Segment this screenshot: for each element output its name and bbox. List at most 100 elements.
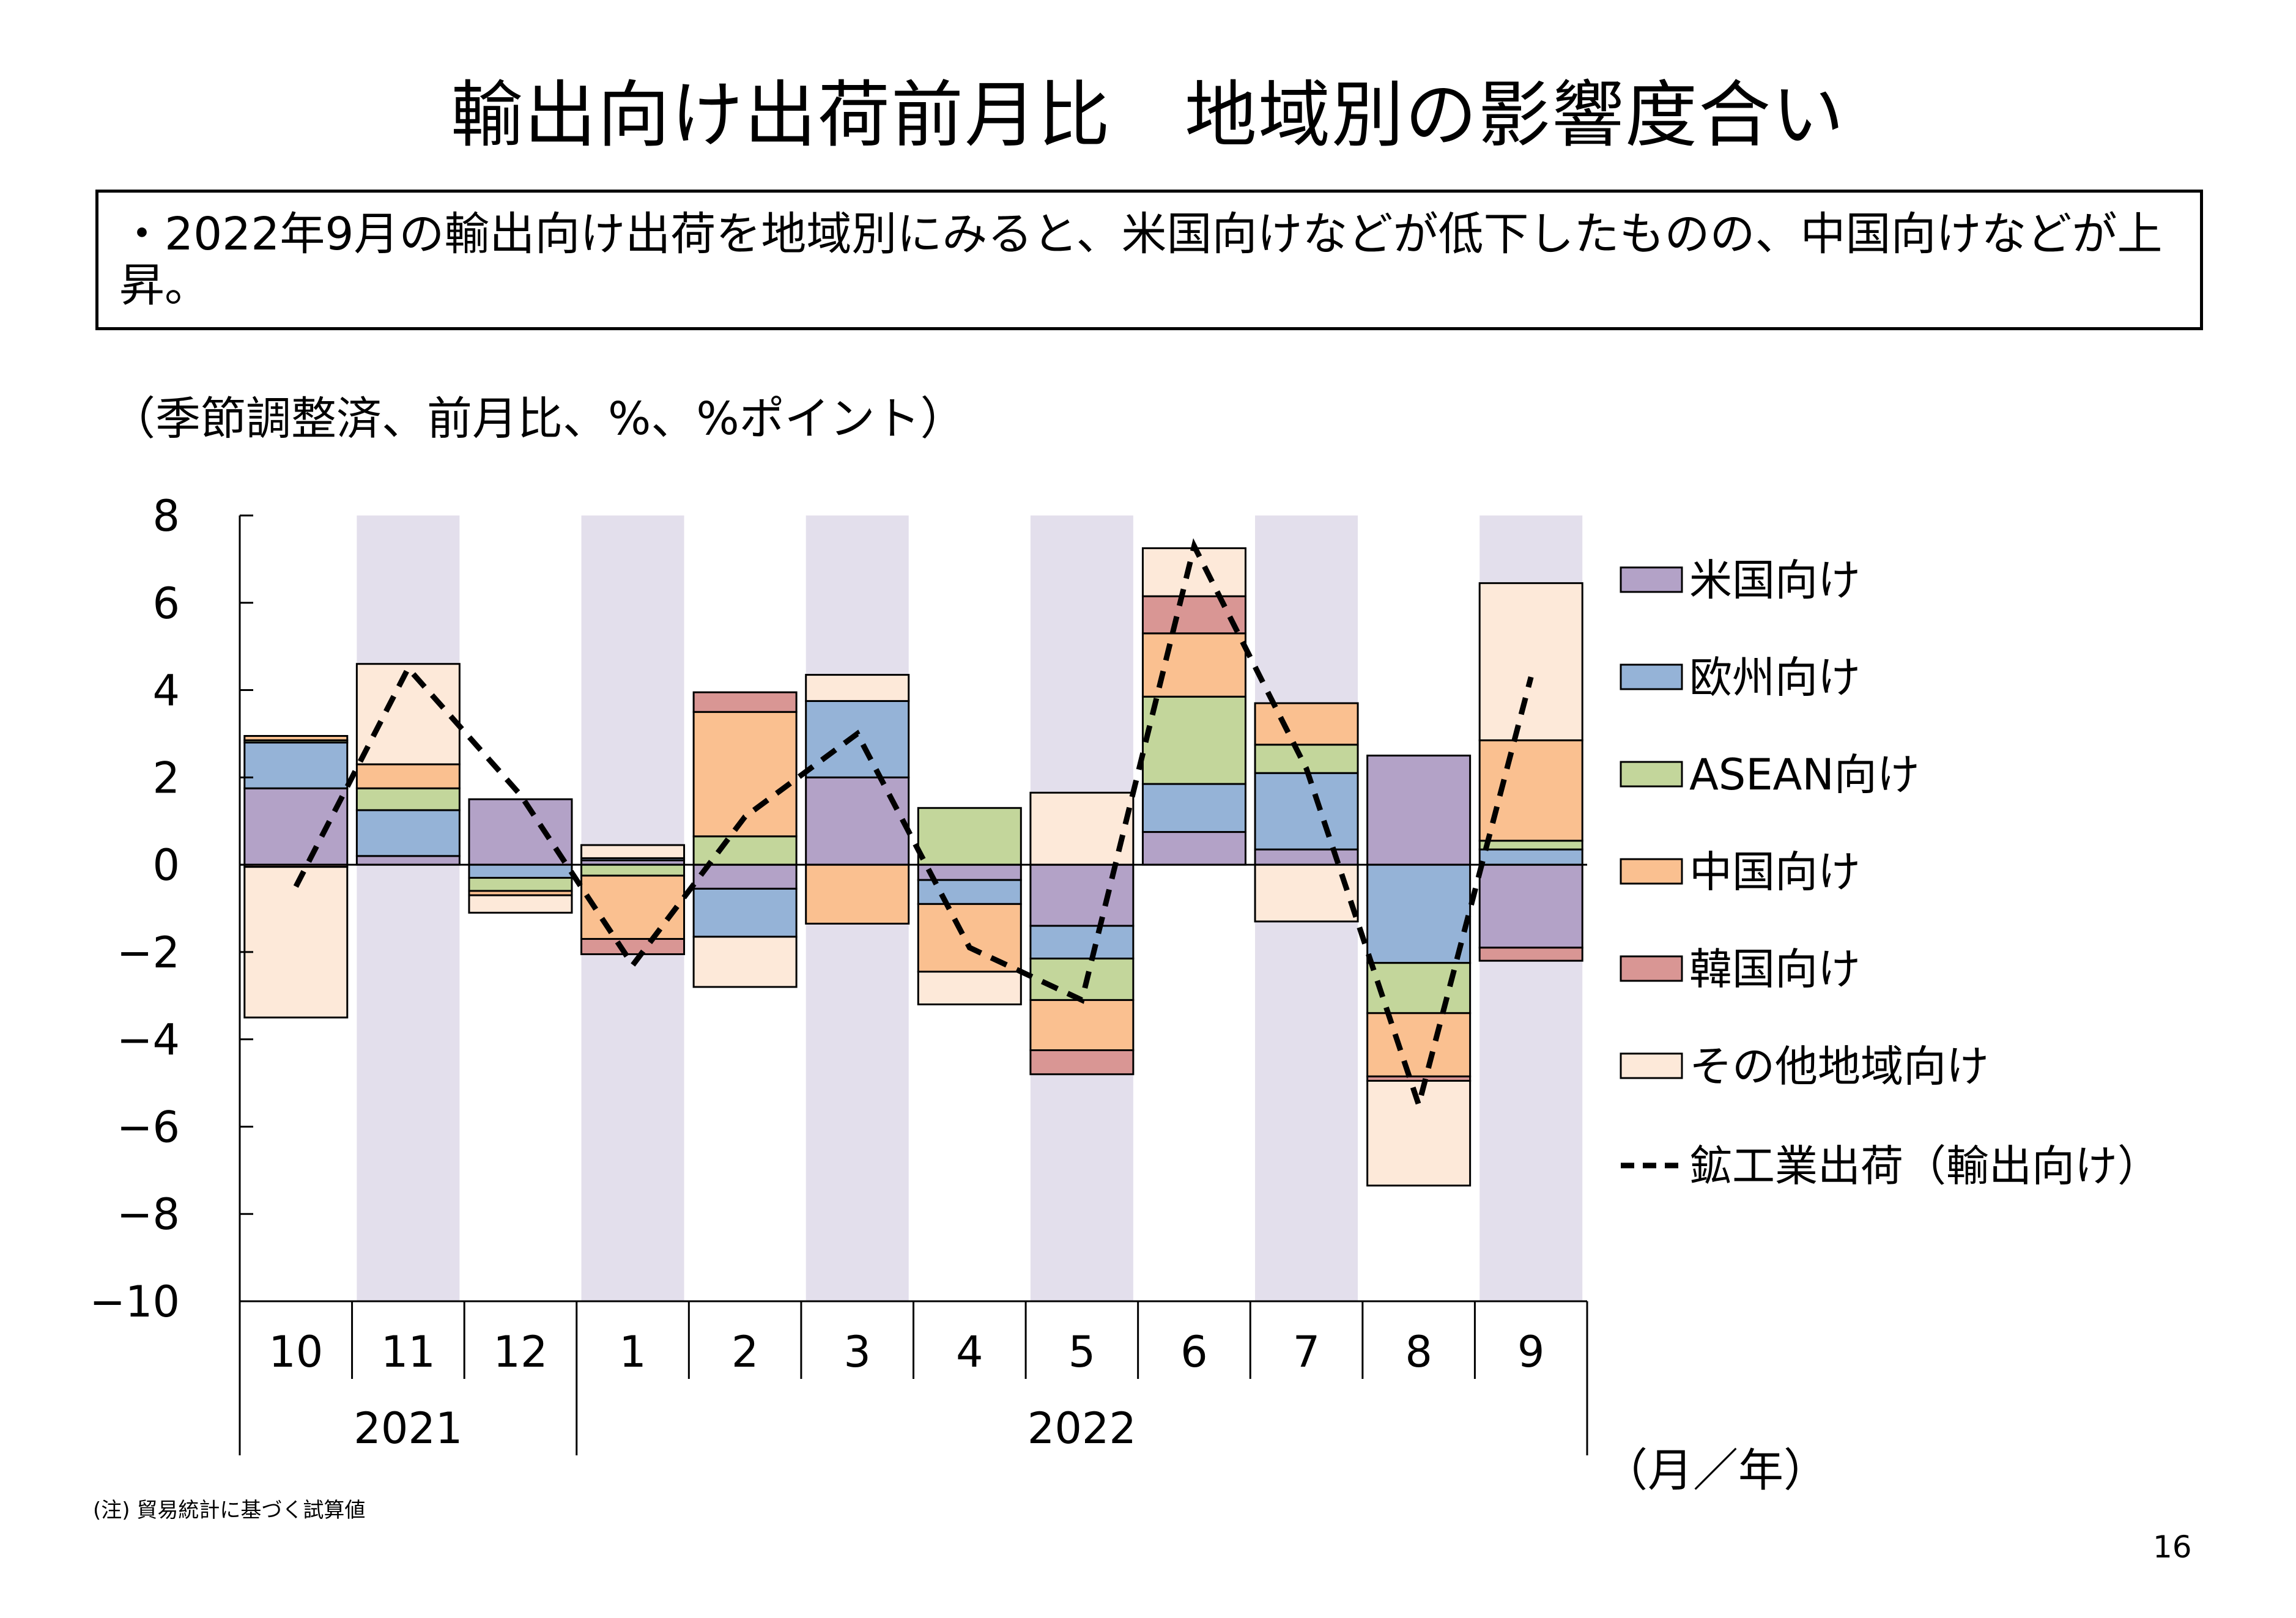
bar-korea-2 xyxy=(692,691,798,713)
bar-eu-3 xyxy=(805,700,910,778)
legend-label-china: 中国向け xyxy=(1689,847,1861,897)
year-label: 2022 xyxy=(1028,1403,1136,1454)
legend-label-eu: 欧州向け xyxy=(1689,652,1861,703)
bar-other-5 xyxy=(1029,791,1135,866)
bar-korea-9 xyxy=(1478,947,1583,962)
bar-asean-4 xyxy=(917,807,1022,866)
x-tick-label: 5 xyxy=(1068,1327,1096,1377)
legend-label-korea: 韓国向け xyxy=(1689,944,1861,994)
legend-swatch-us xyxy=(1620,566,1683,593)
bar-us-8 xyxy=(1366,755,1472,866)
bar-china-5 xyxy=(1029,999,1135,1052)
line-shipments-export xyxy=(293,538,1534,1115)
y-tick-label: 8 xyxy=(152,491,180,541)
y-tick-label: −6 xyxy=(117,1102,180,1152)
bar-china-11 xyxy=(355,763,461,789)
bar-us-10 xyxy=(243,787,349,866)
bar-other-10 xyxy=(243,866,349,1019)
x-tick-label: 2 xyxy=(731,1327,759,1377)
x-tick-label: 4 xyxy=(956,1327,983,1377)
bar-eu-7 xyxy=(1254,772,1359,851)
bar-other-2 xyxy=(692,936,798,988)
x-tick-label: 1 xyxy=(619,1327,646,1377)
bar-eu-8 xyxy=(1366,863,1472,964)
legend-label-other: その他地域向け xyxy=(1689,1041,1989,1092)
bar-eu-11 xyxy=(355,809,461,857)
bar-china-1 xyxy=(580,874,686,940)
y-tick-label: −4 xyxy=(117,1015,180,1065)
bar-other-7 xyxy=(1254,863,1359,923)
y-tick-label: 2 xyxy=(152,753,180,803)
bar-other-12 xyxy=(468,894,573,914)
line-series xyxy=(293,538,1534,1115)
bar-eu-9 xyxy=(1478,848,1583,866)
summary-box: ・2022年9月の輸出向け出荷を地域別にみると、米国向けなどが低下したものの、中… xyxy=(95,190,2203,330)
bar-asean-6 xyxy=(1141,695,1246,785)
y-tick-label: −2 xyxy=(117,928,180,978)
bar-china-2 xyxy=(692,711,798,838)
bar-eu-5 xyxy=(1029,925,1135,960)
x-tick-label: 3 xyxy=(843,1327,871,1377)
bar-us-3 xyxy=(805,776,910,866)
page-title: 輸出向け出荷前月比 地域別の影響度合い xyxy=(450,73,1845,157)
x-tick-label: 6 xyxy=(1180,1327,1208,1377)
legend-label-line: 鉱工業出荷（輸出向け） xyxy=(1689,1141,2160,1191)
bar-other-1 xyxy=(580,844,686,859)
bar-korea-1 xyxy=(580,937,686,955)
bar-us-9 xyxy=(1478,863,1583,949)
x-tick-label: 8 xyxy=(1405,1327,1432,1377)
bar-asean-9 xyxy=(1478,840,1583,851)
bar-other-6 xyxy=(1141,547,1246,597)
y-tick-label: 0 xyxy=(152,840,180,890)
y-tick-label: 4 xyxy=(152,666,180,716)
y-tick-label: −8 xyxy=(117,1189,180,1239)
bar-korea-5 xyxy=(1029,1049,1135,1076)
legend-swatch-asean xyxy=(1620,761,1683,788)
bar-korea-6 xyxy=(1141,595,1246,635)
bar-asean-12 xyxy=(468,877,573,892)
x-tick-label: 11 xyxy=(381,1327,435,1377)
summary-text: ・2022年9月の輸出向け出荷を地域別にみると、米国向けなどが低下したものの、中… xyxy=(119,208,2163,312)
bar-china-3 xyxy=(805,863,910,925)
bar-us-6 xyxy=(1141,831,1246,866)
unit-note: （季節調整済、前月比、%、%ポイント） xyxy=(110,393,966,445)
y-tick-label: 6 xyxy=(152,578,180,629)
bar-us-7 xyxy=(1254,848,1359,866)
bar-china-10 xyxy=(243,735,349,742)
bar-china-9 xyxy=(1478,739,1583,842)
bar-eu-6 xyxy=(1141,783,1246,833)
bar-asean-11 xyxy=(355,787,461,811)
legend-label-us: 米国向け xyxy=(1689,555,1861,605)
bar-asean-5 xyxy=(1029,958,1135,1001)
legend-swatch-other xyxy=(1620,1052,1683,1079)
x-tick-label: 7 xyxy=(1293,1327,1320,1377)
x-axis-unit: （月／年） xyxy=(1602,1444,1829,1497)
bar-china-8 xyxy=(1366,1012,1472,1077)
bar-asean-2 xyxy=(692,835,798,866)
page-number: 16 xyxy=(2153,1529,2192,1565)
shade-band-11 xyxy=(357,515,460,1301)
y-tick-label: −10 xyxy=(89,1277,180,1327)
bar-china-7 xyxy=(1254,702,1359,746)
x-tick-label: 12 xyxy=(493,1327,547,1377)
bar-other-9 xyxy=(1478,582,1583,742)
legend-swatch-korea xyxy=(1620,955,1683,982)
footnote: (注) 貿易統計に基づく試算値 xyxy=(93,1498,366,1523)
x-tick-label: 10 xyxy=(268,1327,323,1377)
x-tick-label: 9 xyxy=(1517,1327,1545,1377)
bar-eu-10 xyxy=(243,741,349,789)
bar-us-11 xyxy=(355,855,461,866)
bar-other-3 xyxy=(805,674,910,702)
bar-eu-12 xyxy=(468,863,573,879)
legend-swatch-china xyxy=(1620,858,1683,885)
legend-swatch-eu xyxy=(1620,663,1683,690)
bar-other-4 xyxy=(917,970,1022,1006)
bar-stacks xyxy=(243,547,1583,1187)
bar-us-5 xyxy=(1029,863,1135,927)
bar-eu-2 xyxy=(692,887,798,938)
legend-label-asean: ASEAN向け xyxy=(1689,750,1920,800)
year-label: 2021 xyxy=(354,1403,462,1454)
